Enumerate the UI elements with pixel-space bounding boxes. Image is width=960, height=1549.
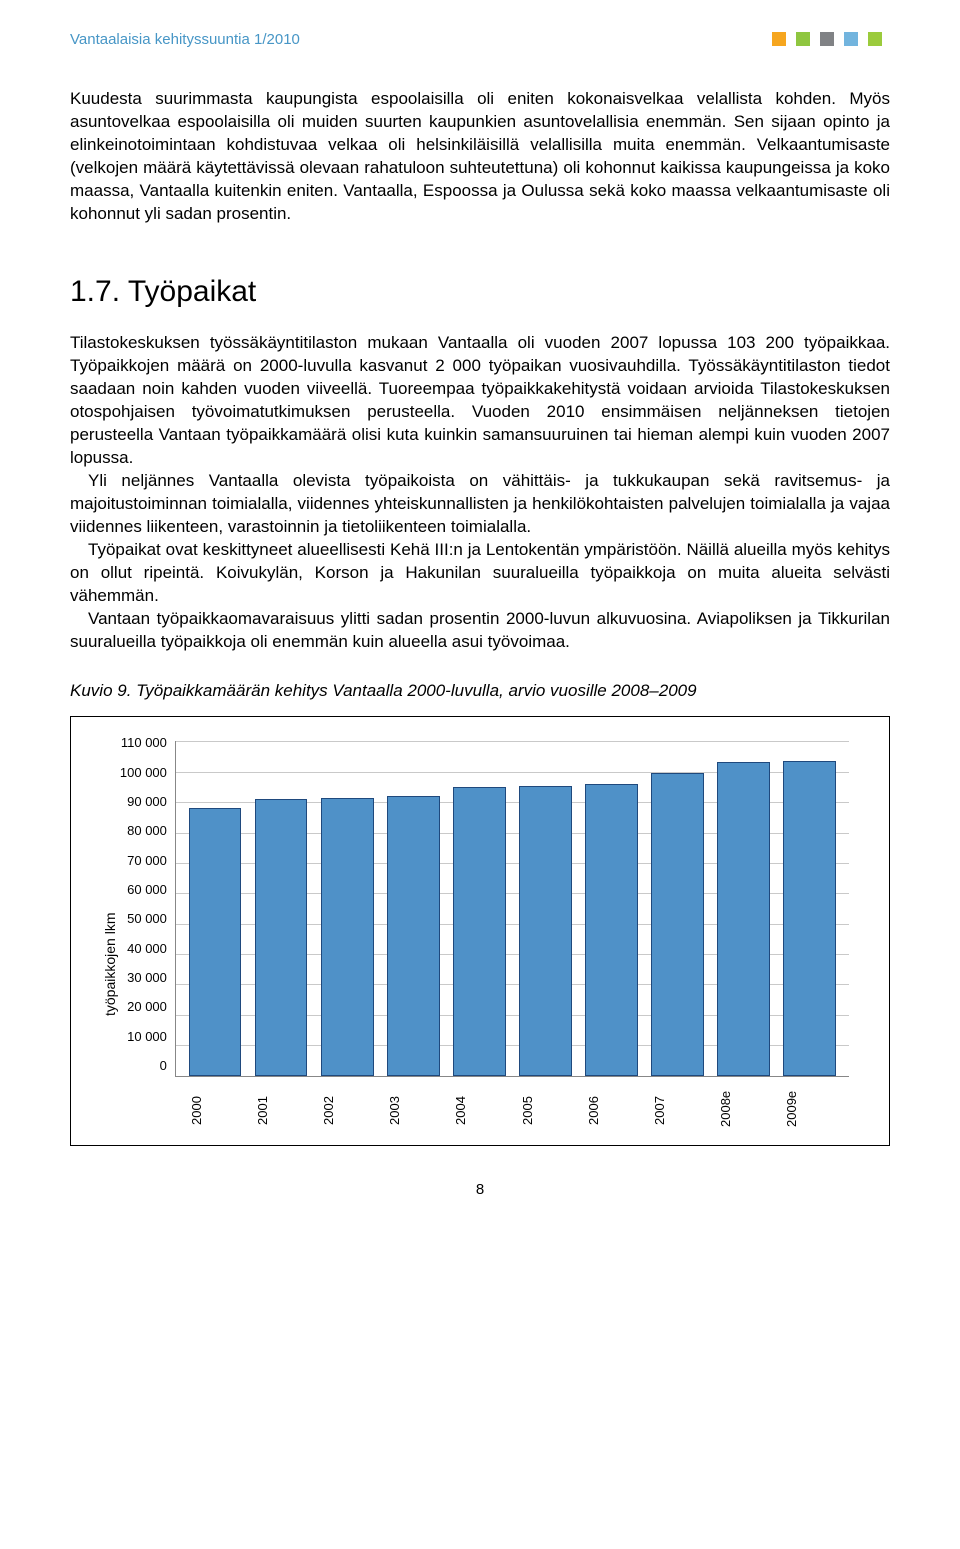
y-tick-label: 30 000	[127, 969, 167, 987]
y-tick-label: 70 000	[127, 852, 167, 870]
y-tick-label: 0	[160, 1057, 167, 1075]
x-tick-label: 2003	[386, 1095, 439, 1127]
page-container: Vantaalaisia kehityssuuntia 1/2010 Kuude…	[0, 0, 960, 1241]
body-paragraph-2: Yli neljännes Vantaalla olevista työpaik…	[70, 470, 890, 539]
x-axis-ticks: 2000 2001 2002 2003 2004 2005 2006 2007 2008e 200…	[175, 1095, 849, 1127]
y-tick-label: 10 000	[127, 1028, 167, 1046]
color-square-strip	[772, 30, 890, 46]
y-tick-label: 60 000	[127, 881, 167, 899]
header-color-square	[820, 32, 834, 46]
header-color-square	[772, 32, 786, 46]
bar-chart: työpaikkojen lkm 110 000 100 000 90 000 80 …	[70, 716, 890, 1146]
x-tick-label: 2009e	[783, 1095, 836, 1127]
bar	[189, 808, 242, 1076]
body-paragraph-1: Tilastokeskuksen työssäkäyntitilaston mu…	[70, 332, 890, 470]
body-paragraph-4: Vantaan työpaikkaomavaraisuus ylitti sad…	[70, 608, 890, 654]
y-tick-label: 90 000	[127, 793, 167, 811]
plot-area	[175, 741, 849, 1077]
bar	[453, 787, 506, 1076]
y-tick-label: 110 000	[121, 734, 167, 752]
y-tick-label: 40 000	[127, 940, 167, 958]
header-color-square	[796, 32, 810, 46]
body-paragraph-3: Työpaikat ovat keskittyneet alueellisest…	[70, 539, 890, 608]
x-tick-label: 2005	[519, 1095, 572, 1127]
bar	[321, 798, 374, 1077]
page-number: 8	[70, 1180, 890, 1200]
y-tick-label: 50 000	[127, 910, 167, 928]
x-tick-label: 2002	[320, 1095, 373, 1127]
series-label: Vantaalaisia kehityssuuntia 1/2010	[70, 30, 300, 50]
figure-caption: Kuvio 9. Työpaikkamäärän kehitys Vantaal…	[70, 680, 890, 703]
y-axis-ticks: 110 000 100 000 90 000 80 000 70 000 60 000 50…	[120, 734, 175, 1074]
x-tick-label: 2008e	[717, 1095, 770, 1127]
x-tick-label: 2006	[585, 1095, 638, 1127]
x-tick-label: 2001	[254, 1095, 307, 1127]
x-tick-label: 2007	[651, 1095, 704, 1127]
y-axis-label: työpaikkojen lkm	[95, 741, 120, 1127]
section-number: 1.7.	[70, 275, 120, 308]
page-header: Vantaalaisia kehityssuuntia 1/2010	[70, 30, 890, 50]
intro-paragraph: Kuudesta suurimmasta kaupungista espoola…	[70, 88, 890, 226]
x-tick-label: 2000	[188, 1095, 241, 1127]
y-tick-label: 100 000	[120, 764, 167, 782]
bars-container	[176, 741, 849, 1076]
header-color-square	[868, 32, 882, 46]
y-tick-label: 20 000	[127, 998, 167, 1016]
section-title: 1.7. Työpaikat	[70, 272, 890, 313]
y-tick-label: 80 000	[127, 822, 167, 840]
bar	[651, 773, 704, 1076]
figure-text: Työpaikkamäärän kehitys Vantaalla 2000-l…	[136, 681, 696, 700]
x-tick-label: 2004	[452, 1095, 505, 1127]
bar	[519, 786, 572, 1077]
bar	[783, 761, 836, 1076]
section-name: Työpaikat	[128, 275, 256, 308]
bar	[585, 784, 638, 1076]
bar	[717, 762, 770, 1076]
bar	[255, 799, 308, 1076]
header-color-square	[844, 32, 858, 46]
figure-label: Kuvio 9.	[70, 681, 131, 700]
bar	[387, 796, 440, 1076]
